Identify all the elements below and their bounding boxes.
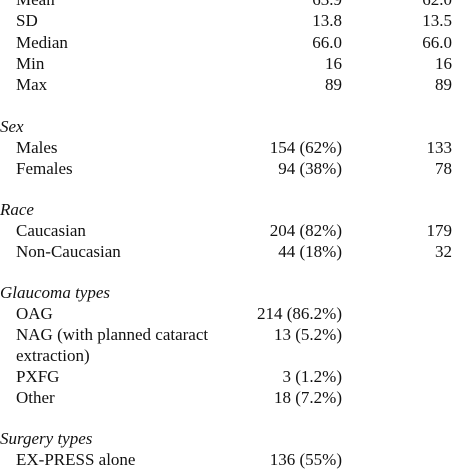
row-label: PXFG (16, 367, 60, 386)
table-row-non-caucasian: Non-Caucasian 44 (18%) 32 (0, 241, 474, 263)
cell-value-1: 89 (325, 75, 342, 94)
cell-value-1: 204 (82%) (269, 221, 342, 240)
row-label: OAG (16, 304, 53, 323)
cell-value-2: 78 (435, 159, 452, 178)
table-row-sd: SD 13.8 13.5 (0, 10, 474, 32)
cell-value-1: 13.8 (312, 11, 342, 30)
cell-value-1: 94 (38%) (278, 159, 342, 178)
section-heading-glaucoma: Glaucoma types (0, 282, 474, 304)
cell-value-1: 154 (62%) (269, 138, 342, 157)
cell-value-2: 16 (435, 54, 452, 73)
table-row-other: Other 18 (7.2%) (0, 387, 474, 409)
section-heading-surgery: Surgery types (0, 428, 474, 450)
table-row-oag: OAG 214 (86.2%) (0, 303, 474, 325)
row-label: extraction) (16, 346, 90, 365)
row-label: Females (16, 159, 73, 178)
row-label: EX-PRESS alone (16, 450, 136, 469)
row-label: Males (16, 138, 58, 157)
cell-value-1: 44 (18%) (278, 242, 342, 261)
cell-value-1: 3 (1.2%) (282, 367, 342, 386)
section-title: Glaucoma types (0, 283, 111, 302)
cell-value-2: 89 (435, 75, 452, 94)
table-row-nag: NAG (with planned cataract 13 (5.2%) (0, 324, 474, 346)
row-label: Caucasian (16, 221, 86, 240)
cell-value-1: 214 (86.2%) (257, 304, 342, 323)
cell-value-1: 18 (7.2%) (274, 388, 342, 407)
table-row-nag-continued: extraction) (0, 345, 474, 367)
table-row-females: Females 94 (38%) 78 (0, 158, 474, 180)
table-row-median: Median 66.0 66.0 (0, 32, 474, 54)
row-label: NAG (with planned cataract (16, 325, 209, 344)
cell-value-2: 179 (426, 221, 453, 240)
cell-value-2: 133 (426, 138, 453, 157)
row-label: Non-Caucasian (16, 242, 121, 261)
section-title: Race (0, 200, 34, 219)
table-row-caucasian: Caucasian 204 (82%) 179 (0, 220, 474, 242)
cell-value-2: 13.5 (422, 11, 452, 30)
table-row-max: Max 89 89 (0, 74, 474, 96)
cell-value-2: 32 (435, 242, 452, 261)
row-label: SD (16, 11, 38, 30)
cell-value-1: 16 (325, 54, 342, 73)
row-label: Mean (16, 0, 55, 11)
cell-value-1: 66.0 (312, 33, 342, 52)
cell-value-2: 62.0 (422, 0, 452, 11)
section-heading-sex: Sex (0, 116, 474, 138)
row-label: Other (16, 388, 55, 407)
cell-value-1: 63.9 (312, 0, 342, 11)
row-label: Min (16, 54, 45, 73)
section-heading-race: Race (0, 199, 474, 221)
cell-value-2: 66.0 (422, 33, 452, 52)
table-row-min: Min 16 16 (0, 53, 474, 75)
table-row-ex-press-alone: EX-PRESS alone 136 (55%) (0, 449, 474, 471)
row-label: Median (16, 33, 68, 52)
table-row-males: Males 154 (62%) 133 (0, 137, 474, 159)
section-title: Sex (0, 117, 24, 136)
cell-value-1: 136 (55%) (269, 450, 342, 469)
cell-value-1: 13 (5.2%) (274, 325, 342, 344)
row-label: Max (16, 75, 48, 94)
section-title: Surgery types (0, 429, 93, 448)
table-row-pxfg: PXFG 3 (1.2%) (0, 366, 474, 388)
table-row-mean: Mean 63.9 62.0 (0, 0, 474, 11)
